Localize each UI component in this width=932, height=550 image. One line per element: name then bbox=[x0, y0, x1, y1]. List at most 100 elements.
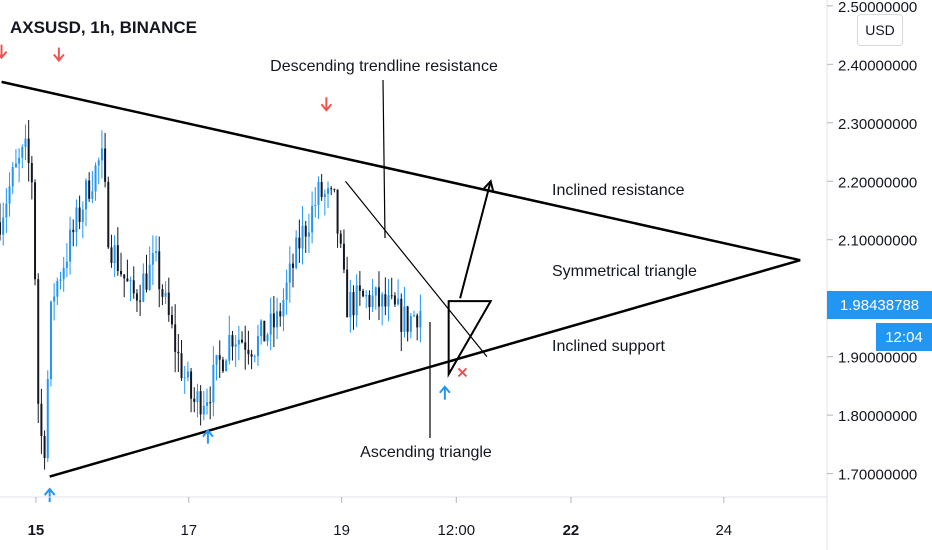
candle-body bbox=[221, 359, 224, 372]
price-tick-label: 2.30000000 bbox=[838, 116, 917, 133]
annotation-label: Descending trendline resistance bbox=[270, 58, 498, 75]
candle-body bbox=[59, 279, 62, 281]
candle-body bbox=[323, 194, 326, 198]
annotation-label: Symmetrical triangle bbox=[552, 263, 697, 280]
candle-body bbox=[346, 269, 349, 318]
candles-group bbox=[0, 119, 422, 470]
candle-body bbox=[132, 280, 135, 294]
up-arrow-icon-head bbox=[439, 385, 451, 394]
candle-body bbox=[88, 180, 91, 199]
candle-body bbox=[151, 252, 154, 265]
candle-body bbox=[247, 349, 250, 355]
time-tick-label: 24 bbox=[715, 522, 732, 539]
up-arrow-icon-head bbox=[202, 429, 214, 438]
candle-body bbox=[314, 204, 317, 206]
candle-body bbox=[390, 295, 393, 297]
candle-body bbox=[330, 188, 333, 190]
support-trendline bbox=[49, 258, 801, 478]
x-mark-icon-stroke bbox=[457, 367, 468, 378]
resistance-trendline bbox=[1, 80, 801, 262]
candle-body bbox=[333, 188, 336, 190]
candle-body bbox=[170, 314, 173, 325]
candle-body bbox=[215, 355, 218, 365]
candle-body bbox=[199, 391, 202, 415]
candle-body bbox=[301, 225, 304, 249]
candle-body bbox=[21, 146, 24, 158]
candle-body bbox=[266, 334, 269, 342]
candle-body bbox=[231, 335, 234, 347]
candle-body bbox=[100, 148, 103, 161]
candle-body bbox=[400, 298, 403, 332]
candle-body bbox=[40, 403, 43, 436]
candle-body bbox=[14, 163, 17, 168]
candle-body bbox=[120, 271, 123, 275]
time-tick-label: 15 bbox=[28, 522, 45, 539]
candle-body bbox=[72, 229, 75, 233]
candle-body bbox=[196, 391, 199, 402]
breakout-arrow-head bbox=[482, 179, 495, 193]
time-tick-label: 17 bbox=[180, 522, 197, 539]
candle-body bbox=[75, 207, 78, 233]
candle-body bbox=[123, 274, 126, 279]
candle-body bbox=[161, 289, 164, 297]
candle-body bbox=[158, 251, 161, 290]
candle-body bbox=[148, 264, 151, 290]
candle-body bbox=[358, 285, 361, 291]
candle-body bbox=[263, 320, 266, 342]
time-tick-label: 12:00 bbox=[438, 522, 476, 539]
candle-body bbox=[253, 356, 256, 358]
candle-body bbox=[311, 205, 314, 233]
candle-body bbox=[295, 237, 298, 268]
candle-body bbox=[413, 315, 416, 317]
candle-body bbox=[320, 182, 323, 198]
down-arrow-icon-head bbox=[53, 53, 65, 63]
candle-body bbox=[0, 222, 1, 235]
candle-body bbox=[27, 138, 30, 163]
candle-body bbox=[362, 290, 365, 297]
candle-body bbox=[352, 292, 355, 316]
candle-body bbox=[403, 306, 406, 332]
candle-body bbox=[126, 278, 129, 282]
candle-body bbox=[393, 295, 396, 305]
candle-body bbox=[272, 313, 275, 328]
price-tick-label: 2.20000000 bbox=[838, 174, 917, 191]
candle-body bbox=[11, 167, 14, 187]
candle-body bbox=[225, 360, 228, 372]
candle-body bbox=[250, 354, 253, 357]
candle-body bbox=[298, 237, 301, 249]
up-arrow-icon-head bbox=[43, 487, 56, 496]
price-axis: 2.50000000 2.40000000 2.30000000 2.20000000… bbox=[827, 0, 917, 484]
candle-body bbox=[377, 287, 380, 307]
time-tick-label: 22 bbox=[563, 522, 580, 539]
candle-body bbox=[381, 294, 384, 307]
candle-body bbox=[135, 293, 138, 301]
chart-title: AXSUSD, 1h, BINANCE bbox=[10, 18, 198, 37]
candle-body bbox=[190, 371, 193, 399]
drawings-group bbox=[0, 44, 801, 503]
candle-body bbox=[167, 292, 170, 315]
candle-body bbox=[206, 402, 209, 406]
candle-body bbox=[2, 217, 5, 235]
candle-body bbox=[193, 398, 196, 402]
candle-body bbox=[91, 191, 94, 199]
currency-button[interactable]: USD bbox=[857, 14, 903, 46]
label-pointer-line bbox=[382, 79, 386, 239]
candle-body bbox=[285, 282, 288, 300]
candle-body bbox=[409, 315, 412, 332]
candle-body bbox=[342, 243, 345, 270]
candle-body bbox=[244, 342, 247, 350]
annotation-label: Ascending triangle bbox=[360, 444, 492, 461]
breakout-arrow bbox=[459, 181, 492, 299]
candle-body bbox=[276, 311, 279, 328]
candle-body bbox=[304, 225, 307, 237]
candle-body bbox=[384, 294, 387, 307]
candle-body bbox=[37, 279, 40, 404]
candle-body bbox=[416, 315, 419, 328]
annotation-labels: Descending trendline resistance Inclined … bbox=[270, 58, 697, 461]
candle-body bbox=[62, 267, 65, 280]
time-axis: 15 17 19 12:00 22 24 bbox=[28, 497, 732, 539]
candle-body bbox=[317, 182, 320, 205]
candle-body bbox=[97, 160, 100, 166]
candle-body bbox=[94, 165, 97, 192]
